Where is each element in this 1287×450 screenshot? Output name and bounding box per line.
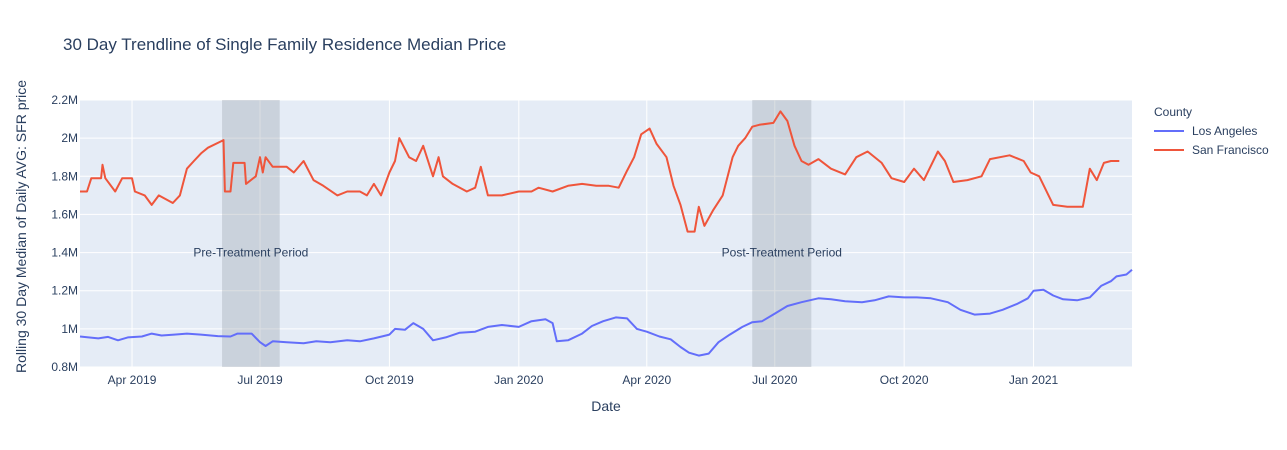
y-axis-title: Rolling 30 Day Median of Daily AVG: SFR … bbox=[13, 80, 29, 373]
x-tick-label: Apr 2020 bbox=[622, 373, 671, 387]
series-lines bbox=[79, 110, 1133, 357]
y-tick-label: 1.8M bbox=[51, 169, 78, 183]
shaded-region bbox=[222, 100, 280, 367]
legend-item-label: San Francisco bbox=[1192, 143, 1269, 157]
y-tick-label: 2.2M bbox=[51, 93, 78, 107]
x-tick-label: Jul 2019 bbox=[237, 373, 283, 387]
y-tick-label: 0.8M bbox=[51, 360, 78, 374]
region-annotations: Pre-Treatment Period Post-Treatment Perio… bbox=[193, 246, 842, 260]
gridlines bbox=[80, 99, 1132, 368]
y-tick-label: 1.4M bbox=[51, 246, 78, 260]
plot-area bbox=[80, 100, 1132, 367]
legend-title: County bbox=[1154, 105, 1192, 119]
y-tick-label: 1M bbox=[61, 322, 78, 336]
x-tick-label: Apr 2019 bbox=[108, 373, 157, 387]
y-tick-label: 1.6M bbox=[51, 207, 78, 221]
legend-item-label: Los Angeles bbox=[1192, 124, 1257, 138]
x-tick-label: Jan 2020 bbox=[494, 373, 544, 387]
region-label: Pre-Treatment Period bbox=[193, 246, 308, 260]
series-line-los-angeles bbox=[79, 268, 1133, 357]
x-tick-label: Oct 2019 bbox=[365, 373, 414, 387]
chart-title: 30 Day Trendline of Single Family Reside… bbox=[63, 35, 506, 54]
region-label: Post-Treatment Period bbox=[722, 246, 842, 260]
series-line-san-francisco bbox=[80, 110, 1120, 233]
y-tick-label: 2M bbox=[61, 131, 78, 145]
y-tick-label: 1.2M bbox=[51, 284, 78, 298]
x-axis-ticks: Apr 2019 Jul 2019 Oct 2019 Jan 2020 Apr 2020… bbox=[108, 373, 1059, 387]
x-axis-title: Date bbox=[591, 398, 621, 414]
x-tick-label: Oct 2020 bbox=[880, 373, 929, 387]
legend: County Los Angeles San Francisco bbox=[1154, 105, 1269, 157]
y-axis-ticks: 0.8M 1M 1.2M 1.4M 1.6M 1.8M 2M 2.2M bbox=[51, 93, 78, 374]
shaded-regions bbox=[222, 100, 812, 367]
x-tick-label: Jan 2021 bbox=[1009, 373, 1059, 387]
shaded-region bbox=[752, 100, 812, 367]
x-tick-label: Jul 2020 bbox=[752, 373, 798, 387]
